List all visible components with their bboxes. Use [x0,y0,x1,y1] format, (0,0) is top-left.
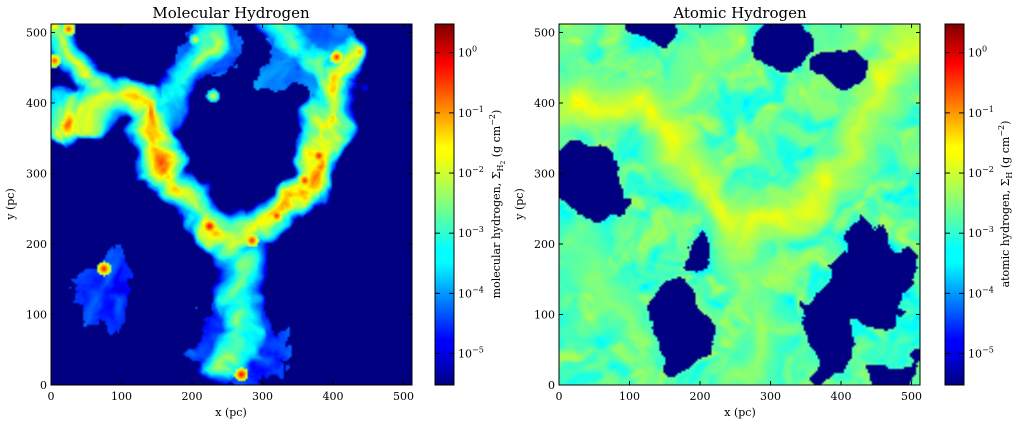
heatmap-atomic-hydrogen [558,23,921,386]
colorbar-tick-label: 10−1 [458,105,484,120]
x-axis-molecular: 0 100 200 300 400 500 [48,24,414,403]
colorbar-label-molecular: molecular hydrogen, ΣH2 (g cm−2) [488,110,507,299]
y-axis-label-molecular: y (pc) [4,188,17,221]
x-tick-label: 300 [760,390,781,403]
x-tick-label: 500 [901,390,922,403]
panel-title-molecular: Molecular Hydrogen [152,4,310,22]
x-tick-label: 400 [831,390,852,403]
x-tick-label: 100 [619,390,640,403]
x-tick-label: 0 [556,390,563,403]
y-tick-label: 0 [40,379,47,392]
y-axis-atomic: 0 100 200 300 400 500 [534,26,920,392]
y-axis-label-atomic: y (pc) [513,188,526,221]
y-tick-label: 400 [26,97,47,110]
x-tick-label: 200 [182,390,203,403]
heatmap-molecular-hydrogen [50,23,413,386]
y-tick-label: 500 [534,26,555,39]
plot-frame-atomic [558,23,921,386]
x-tick-label: 400 [323,390,344,403]
colorbar-ticks-atomic: 100 10−1 10−2 10−3 10−4 10−5 [945,45,994,361]
y-tick-label: 300 [534,167,555,180]
y-tick-label: 200 [26,238,47,251]
x-axis-label-atomic: x (pc) [724,406,756,419]
x-tick-label: 500 [393,390,414,403]
x-axis-label-molecular: x (pc) [215,406,247,419]
colorbar-tick-label: 100 [968,45,987,60]
heatmap-image-atomic [559,24,920,385]
colorbar-tick-label: 10−1 [968,105,994,120]
colorbar-ticks-molecular: 100 10−1 10−2 10−3 10−4 10−5 [435,45,484,361]
colorbar-label-atomic: atomic hydrogen, ΣH (g cm−2) [997,121,1014,288]
colorbar-tick-label: 10−2 [458,165,484,180]
y-tick-label: 100 [26,308,47,321]
colorbar-molecular [434,23,455,386]
colorbar-tick-label: 10−3 [968,225,994,240]
x-tick-label: 300 [252,390,273,403]
x-axis-atomic: 0 100 200 300 400 500 [556,24,922,403]
y-axis-molecular: 0 100 200 300 400 500 [26,26,412,392]
y-tick-label: 100 [534,308,555,321]
x-tick-label: 100 [111,390,132,403]
colorbar-tick-label: 10−3 [458,225,484,240]
colorbar-tick-label: 10−5 [968,346,994,361]
x-tick-label: 200 [690,390,711,403]
colorbar-tick-label: 10−4 [458,285,484,300]
plot-frame-molecular [50,23,413,386]
colorbar-tick-label: 10−2 [968,165,994,180]
colorbar-tick-label: 10−4 [968,285,994,300]
x-tick-label: 0 [48,390,55,403]
y-tick-label: 500 [26,26,47,39]
y-tick-label: 0 [548,379,555,392]
colorbar-atomic [944,23,965,386]
y-tick-label: 200 [534,238,555,251]
colorbar-gradient-molecular [434,23,455,386]
y-tick-label: 400 [534,97,555,110]
y-tick-label: 300 [26,167,47,180]
colorbar-tick-label: 100 [458,45,477,60]
panel-title-atomic: Atomic Hydrogen [672,4,807,22]
colorbar-gradient-atomic [944,23,965,386]
colorbar-tick-label: 10−5 [458,346,484,361]
heatmap-image-molecular [51,24,412,385]
